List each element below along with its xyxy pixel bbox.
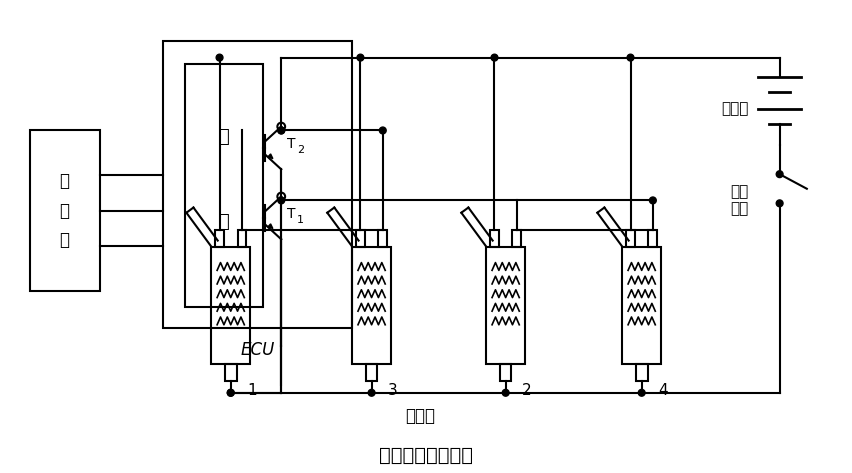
Bar bbox=[490, 229, 499, 247]
Text: 3: 3 bbox=[389, 383, 398, 398]
Text: T: T bbox=[287, 207, 296, 221]
Text: 2: 2 bbox=[522, 383, 532, 398]
Polygon shape bbox=[268, 224, 273, 228]
Text: 4: 4 bbox=[659, 383, 668, 398]
Bar bbox=[356, 229, 365, 247]
Bar bbox=[185, 64, 262, 307]
Text: 喷油器: 喷油器 bbox=[406, 407, 435, 425]
Bar bbox=[163, 41, 352, 328]
Circle shape bbox=[368, 389, 375, 396]
Circle shape bbox=[638, 389, 645, 396]
Text: 1: 1 bbox=[296, 215, 304, 225]
Text: 1: 1 bbox=[247, 383, 257, 398]
Circle shape bbox=[227, 389, 234, 396]
Circle shape bbox=[278, 127, 285, 134]
Bar bbox=[512, 229, 521, 247]
Bar bbox=[486, 247, 525, 364]
Bar bbox=[30, 131, 100, 291]
Circle shape bbox=[227, 389, 234, 396]
Bar bbox=[622, 247, 661, 364]
Text: T: T bbox=[287, 137, 296, 151]
Bar bbox=[211, 247, 250, 364]
Bar bbox=[648, 229, 657, 247]
Text: 微: 微 bbox=[219, 128, 229, 146]
Text: 开关: 开关 bbox=[730, 201, 749, 216]
Circle shape bbox=[278, 127, 285, 134]
Polygon shape bbox=[268, 154, 273, 158]
Text: 2: 2 bbox=[296, 145, 304, 155]
Bar bbox=[366, 364, 377, 381]
Circle shape bbox=[491, 54, 498, 61]
Bar bbox=[225, 364, 237, 381]
Bar bbox=[626, 229, 635, 247]
Circle shape bbox=[278, 197, 285, 204]
Text: 机: 机 bbox=[219, 213, 229, 231]
Bar bbox=[378, 229, 387, 247]
Bar bbox=[352, 247, 391, 364]
Circle shape bbox=[357, 54, 364, 61]
Circle shape bbox=[649, 197, 656, 204]
Text: 蓄电池: 蓄电池 bbox=[721, 102, 749, 116]
Text: 传
感
器: 传 感 器 bbox=[60, 173, 70, 249]
Bar bbox=[636, 364, 648, 381]
Bar bbox=[500, 364, 511, 381]
Circle shape bbox=[776, 171, 783, 177]
Text: 点火: 点火 bbox=[730, 184, 749, 199]
Bar bbox=[238, 229, 246, 247]
Circle shape bbox=[216, 54, 223, 61]
Circle shape bbox=[627, 54, 634, 61]
Circle shape bbox=[503, 389, 509, 396]
Text: 分组喷射控制电路: 分组喷射控制电路 bbox=[379, 446, 473, 465]
Bar bbox=[216, 229, 224, 247]
Circle shape bbox=[776, 200, 783, 207]
Circle shape bbox=[379, 127, 386, 134]
Text: ECU: ECU bbox=[240, 342, 274, 359]
